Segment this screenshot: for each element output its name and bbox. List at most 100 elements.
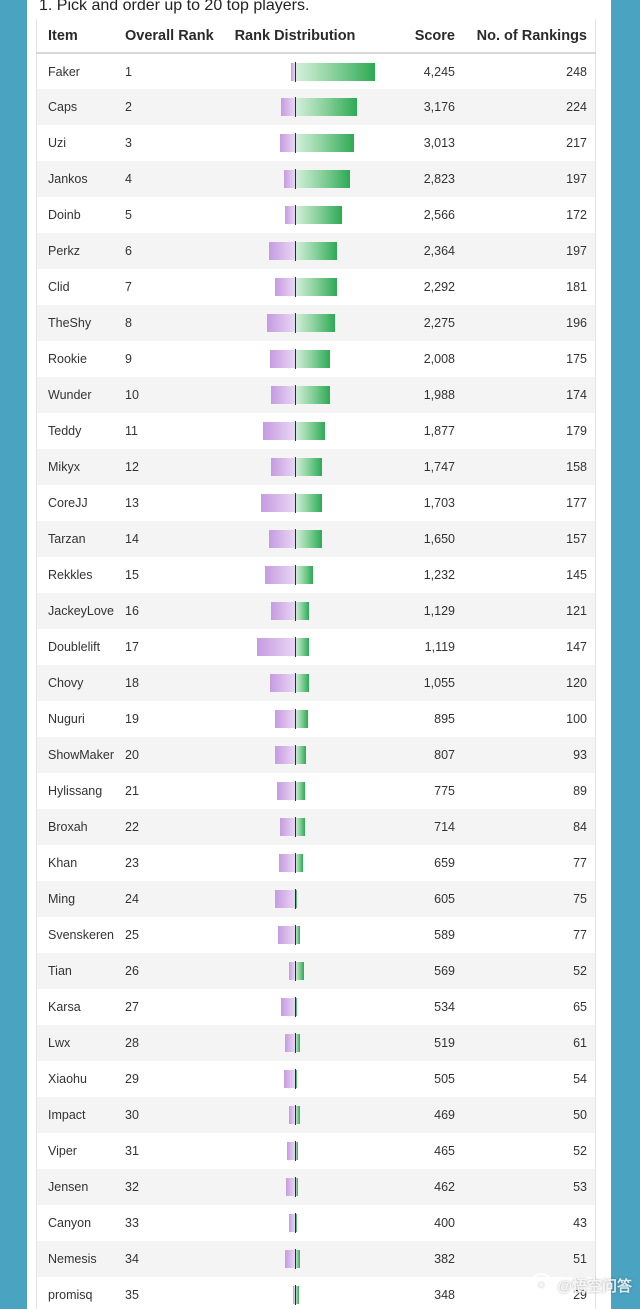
- table-body: Faker 1 4,245 248 Caps 2 3,176 224 Uzi 3 3,013 217 J…: [36, 53, 596, 1309]
- table-row: Mikyx 12 1,747 158: [36, 449, 596, 485]
- distribution-high-segment: [295, 602, 310, 620]
- rank-distribution-bar: [215, 925, 375, 945]
- distribution-low-segment: [283, 170, 295, 188]
- rank-distribution-bar: [215, 1249, 375, 1269]
- cell-item: Wunder: [48, 388, 92, 402]
- cell-rank-distribution: [215, 269, 375, 305]
- cell-overall-rank: 6: [125, 244, 132, 258]
- cell-num-rankings: 217: [566, 136, 587, 150]
- cell-overall-rank: 28: [125, 1036, 139, 1050]
- cell-rank-distribution: [215, 485, 375, 521]
- cell-item: Lwx: [48, 1036, 71, 1050]
- distribution-low-segment: [287, 1142, 295, 1160]
- distribution-midline: [295, 61, 296, 82]
- distribution-midline: [295, 1213, 296, 1233]
- cell-rank-distribution: [215, 917, 375, 953]
- table-row: Ming 24 605 75: [36, 881, 596, 917]
- cell-score: 462: [434, 1180, 455, 1194]
- distribution-high-segment: [295, 278, 337, 296]
- cell-overall-rank: 13: [125, 496, 139, 510]
- distribution-midline: [295, 457, 296, 477]
- distribution-midline: [295, 817, 296, 837]
- header-rank-distribution[interactable]: Rank Distribution: [215, 19, 375, 54]
- cell-num-rankings: 174: [566, 388, 587, 402]
- distribution-low-segment: [279, 818, 295, 836]
- distribution-midline: [295, 529, 296, 549]
- distribution-high-segment: [295, 638, 309, 656]
- distribution-low-segment: [271, 602, 295, 620]
- cell-score: 807: [434, 748, 455, 762]
- cell-num-rankings: 84: [573, 820, 587, 834]
- distribution-low-segment: [271, 458, 295, 476]
- header-score[interactable]: Score: [375, 19, 455, 54]
- watermark: ● @悟空问答: [529, 1273, 632, 1297]
- distribution-high-segment: [295, 386, 331, 404]
- cell-item: Rekkles: [48, 568, 93, 582]
- table-row: JackeyLove 16 1,129 121: [36, 593, 596, 629]
- distribution-high-segment: [295, 1106, 300, 1124]
- rank-distribution-bar: [215, 601, 375, 621]
- cell-rank-distribution: [215, 1133, 375, 1169]
- cell-overall-rank: 14: [125, 532, 139, 546]
- table-row: Chovy 18 1,055 120: [36, 665, 596, 701]
- distribution-midline: [295, 1141, 296, 1161]
- rank-distribution-bar: [215, 637, 375, 657]
- distribution-midline: [295, 1249, 296, 1269]
- cell-rank-distribution: [215, 1205, 375, 1241]
- cell-num-rankings: 175: [566, 352, 587, 366]
- rank-distribution-bar: [215, 493, 375, 513]
- cell-overall-rank: 31: [125, 1144, 139, 1158]
- rank-distribution-bar: [215, 457, 375, 477]
- cell-num-rankings: 77: [573, 856, 587, 870]
- cell-rank-distribution: [215, 593, 375, 629]
- cell-overall-rank: 30: [125, 1108, 139, 1122]
- table-row: Broxah 22 714 84: [36, 809, 596, 845]
- distribution-midline: [295, 673, 296, 693]
- cell-overall-rank: 29: [125, 1072, 139, 1086]
- cell-overall-rank: 21: [125, 784, 139, 798]
- cell-overall-rank: 8: [125, 316, 132, 330]
- cell-score: 469: [434, 1108, 455, 1122]
- cell-rank-distribution: [215, 701, 375, 737]
- rank-distribution-bar: [215, 853, 375, 873]
- cell-rank-distribution: [215, 305, 375, 341]
- distribution-high-segment: [295, 458, 323, 476]
- rank-distribution-bar: [215, 817, 375, 837]
- table-row: Teddy 11 1,877 179: [36, 413, 596, 449]
- cell-num-rankings: 50: [573, 1108, 587, 1122]
- distribution-high-segment: [295, 62, 375, 81]
- cell-rank-distribution: [215, 845, 375, 881]
- cell-item: Nemesis: [48, 1252, 97, 1266]
- cell-overall-rank: 34: [125, 1252, 139, 1266]
- cell-item: Clid: [48, 280, 70, 294]
- header-item[interactable]: Item: [36, 19, 125, 54]
- table-row: Uzi 3 3,013 217: [36, 125, 596, 161]
- header-num-rankings[interactable]: No. of Rankings: [455, 19, 596, 54]
- cell-score: 1,877: [423, 424, 455, 438]
- distribution-high-segment: [295, 314, 335, 332]
- cell-num-rankings: 89: [573, 784, 587, 798]
- cell-score: 1,703: [423, 496, 455, 510]
- rank-distribution-bar: [215, 781, 375, 801]
- rank-distribution-bar: [215, 421, 375, 441]
- distribution-low-segment: [285, 1250, 295, 1268]
- rank-distribution-bar: [215, 385, 375, 405]
- cell-score: 2,275: [423, 316, 455, 330]
- cell-num-rankings: 121: [566, 604, 587, 618]
- distribution-midline: [295, 1033, 296, 1053]
- cell-score: 589: [434, 928, 455, 942]
- cell-overall-rank: 27: [125, 1000, 139, 1014]
- rank-distribution-bar: [215, 1033, 375, 1053]
- header-overall-rank[interactable]: Overall Rank: [125, 19, 215, 54]
- cell-score: 1,747: [423, 460, 455, 474]
- cell-score: 569: [434, 964, 455, 978]
- cell-item: Chovy: [48, 676, 84, 690]
- distribution-low-segment: [267, 314, 295, 332]
- table-row: Jankos 4 2,823 197: [36, 161, 596, 197]
- cell-num-rankings: 158: [566, 460, 587, 474]
- table-row: Jensen 32 462 53: [36, 1169, 596, 1205]
- cell-overall-rank: 9: [125, 352, 132, 366]
- distribution-midline: [295, 637, 296, 657]
- rank-distribution-bar: [215, 1141, 375, 1161]
- cell-score: 534: [434, 1000, 455, 1014]
